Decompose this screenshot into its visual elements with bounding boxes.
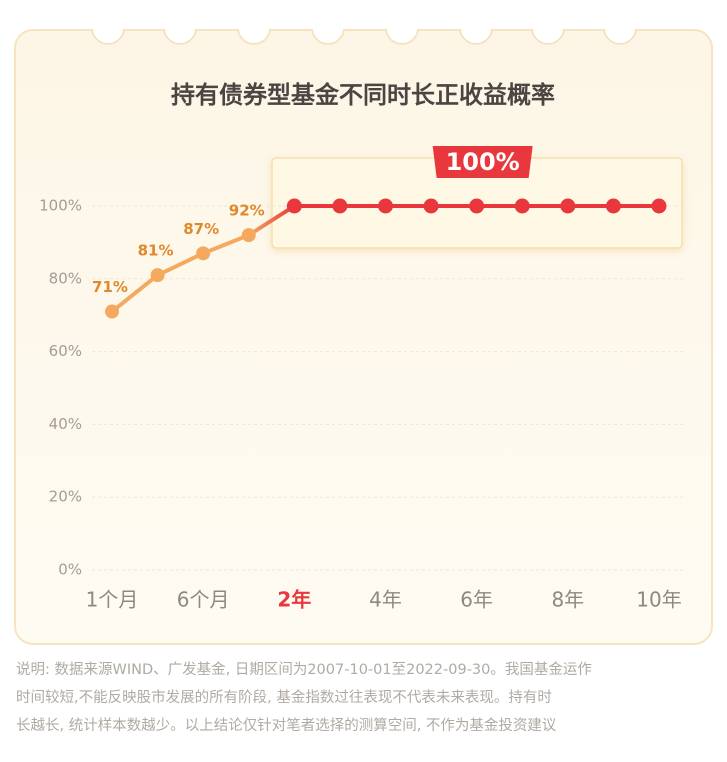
chart-title: 持有债券型基金不同时长正收益概率 [171, 81, 555, 109]
footnote-line: 说明: 数据来源WIND、广发基金, 日期区间为2007-10-01至2022-… [16, 662, 592, 678]
y-tick-label: 0% [58, 561, 82, 579]
data-point [105, 304, 119, 319]
data-point [196, 246, 211, 261]
annotation-badge [432, 146, 533, 178]
data-point [423, 198, 439, 214]
x-tick-label: 2年 [277, 588, 311, 612]
x-tick-label: 4年 [369, 588, 402, 612]
x-tick-label: 8年 [551, 588, 584, 612]
data-point [560, 198, 576, 214]
y-tick-label: 80% [49, 269, 82, 287]
data-point [514, 198, 530, 214]
data-point [378, 198, 393, 214]
card [14, 29, 713, 645]
footnote-line: 长越长, 统计样本数越少。以上结论仅针对笔者选择的测算空间, 不作为基金投资建议 [16, 718, 557, 734]
y-tick-label: 20% [49, 488, 82, 506]
data-label: 71% [92, 278, 128, 296]
data-label: 81% [138, 242, 174, 260]
y-tick-label: 100% [39, 197, 82, 215]
data-label: 87% [183, 220, 219, 238]
annotation: 100% [446, 148, 520, 176]
data-point [332, 198, 348, 214]
chart: 持有债券型基金不同时长正收益概率 0% 20% 40% 60% 80% 100% 71% 81… [14, 11, 713, 645]
x-tick-label: 1个月 [86, 588, 139, 612]
x-tick-label: 6个月 [177, 588, 230, 612]
y-tick-label: 40% [49, 415, 82, 433]
footnote-line: 时间较短,不能反映股市发展的所有阶段, 基金指数过往表现不代表未来表现。持有时 [16, 690, 552, 706]
data-point [241, 228, 256, 243]
data-point [651, 198, 667, 214]
data-point [605, 198, 621, 214]
data-point [469, 198, 485, 214]
x-tick-label: 6年 [460, 588, 493, 612]
x-tick-label: 10年 [636, 588, 681, 612]
data-label: 92% [229, 202, 265, 220]
data-point [150, 268, 165, 283]
y-tick-label: 60% [49, 342, 82, 360]
data-point [286, 198, 302, 214]
